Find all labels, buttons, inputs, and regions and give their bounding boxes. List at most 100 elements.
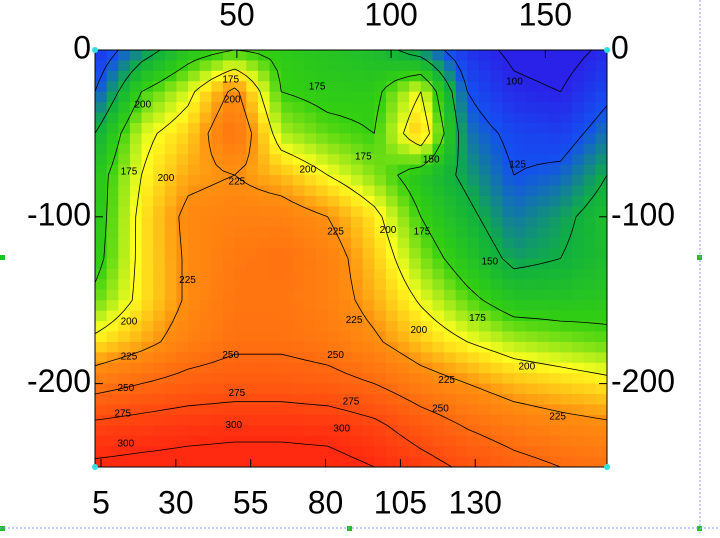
contour-cell: [118, 81, 131, 93]
contour-cell: [95, 394, 108, 406]
contour-cell: [339, 133, 352, 145]
contour-label: 175: [309, 81, 326, 92]
contour-cell: [595, 248, 607, 260]
contour-cell: [537, 446, 550, 458]
contour-cell: [211, 248, 224, 260]
contour-cell: [129, 383, 143, 395]
contour-cell: [537, 352, 550, 364]
contour-cell: [211, 237, 224, 249]
contour-cell: [327, 352, 340, 364]
contour-cell: [513, 81, 527, 93]
contour-cell: [164, 206, 178, 218]
contour-cell: [222, 414, 236, 426]
contour-cell: [199, 227, 212, 239]
contour-cell: [409, 258, 422, 270]
contour-cell: [513, 456, 527, 467]
contour-cell: [479, 352, 492, 364]
contour-label: 275: [343, 397, 360, 408]
contour-cell: [176, 50, 189, 62]
contour-cell: [490, 50, 503, 62]
contour-cell: [537, 81, 550, 93]
contour-cell: [362, 248, 375, 260]
contour-cell: [537, 70, 550, 82]
contour-cell: [118, 50, 131, 62]
contour-cell: [560, 112, 573, 124]
contour-cell: [420, 50, 434, 62]
contour-cell: [502, 446, 515, 458]
contour-cell: [246, 237, 259, 249]
contour-cell: [548, 227, 562, 239]
contour-cell: [281, 425, 294, 437]
contour-cell: [362, 112, 375, 124]
contour-cell: [176, 352, 189, 364]
contour-cell: [595, 414, 607, 426]
contour-cell: [95, 164, 108, 176]
contour-cell: [409, 300, 422, 312]
contour-cell: [327, 425, 340, 437]
contour-cell: [257, 404, 271, 416]
contour-cell: [118, 404, 131, 416]
contour-cell: [420, 185, 434, 197]
contour-cell: [362, 206, 375, 218]
contour-cell: [385, 456, 399, 467]
contour-cell: [502, 227, 515, 239]
x2-tick-label: 30: [158, 484, 194, 520]
contour-cell: [537, 341, 550, 353]
contour-cell: [176, 383, 189, 395]
contour-cell: [572, 373, 585, 385]
contour-cell: [560, 435, 573, 447]
contour-cell: [164, 268, 178, 280]
contour-cell: [351, 154, 364, 166]
contour-cell: [572, 331, 585, 343]
contour-cell: [432, 248, 445, 260]
contour-cell: [374, 268, 387, 280]
contour-cell: [246, 279, 259, 291]
contour-cell: [188, 206, 201, 218]
contour-cell: [199, 70, 212, 82]
contour-cell: [502, 185, 515, 197]
contour-cell: [234, 227, 247, 239]
contour-cell: [129, 70, 143, 82]
contour-cell: [222, 112, 236, 124]
contour-cell: [292, 60, 306, 72]
contour-cell: [455, 331, 468, 343]
contour-cell: [525, 227, 538, 239]
contour-cell: [397, 216, 410, 228]
contour-cell: [479, 50, 492, 62]
contour-cell: [537, 60, 550, 72]
contour-cell: [199, 175, 212, 187]
contour-cell: [95, 414, 108, 426]
contour-cell: [176, 206, 189, 218]
contour-cell: [176, 227, 189, 239]
contour-cell: [432, 50, 445, 62]
contour-cell: [129, 268, 143, 280]
contour-cell: [548, 456, 562, 467]
contour-cell: [432, 122, 445, 134]
contour-cell: [420, 206, 434, 218]
contour-cell: [176, 185, 189, 197]
contour-cell: [583, 237, 596, 249]
contour-cell: [304, 133, 317, 145]
contour-cell: [467, 143, 480, 155]
contour-cell: [153, 227, 166, 239]
contour-cell: [95, 60, 108, 72]
contour-cell: [595, 206, 607, 218]
contour-cell: [316, 279, 329, 291]
contour-cell: [467, 60, 480, 72]
contour-cell: [409, 195, 422, 207]
contour-cell: [118, 154, 131, 166]
contour-cell: [537, 435, 550, 447]
contour-cell: [199, 341, 212, 353]
contour-cell: [118, 310, 131, 322]
contour-cell: [479, 331, 492, 343]
contour-cell: [490, 81, 503, 93]
contour-cell: [409, 227, 422, 239]
contour-cell: [351, 122, 364, 134]
contour-cell: [129, 404, 143, 416]
contour-cell: [374, 70, 387, 82]
contour-cell: [95, 195, 108, 207]
contour-cell: [316, 70, 329, 82]
contour-cell: [176, 446, 189, 458]
contour-cell: [455, 227, 468, 239]
